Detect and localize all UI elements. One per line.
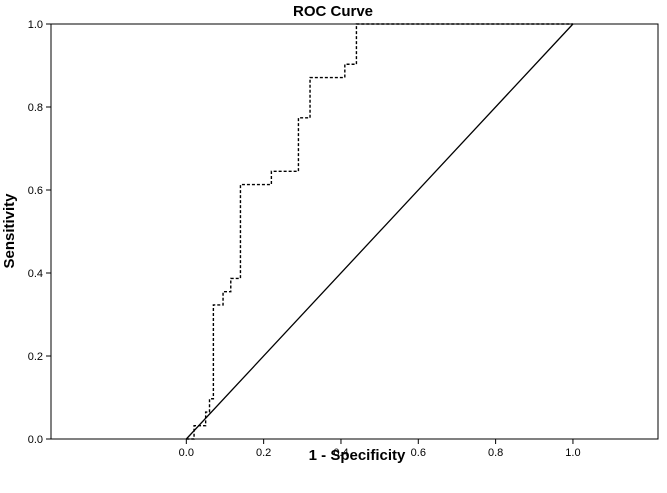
x-tick-label: 1.0 [565, 447, 580, 459]
x-axis-label: 1 - Specificity [309, 447, 406, 464]
x-tick-label: 0.2 [256, 447, 271, 459]
x-axis-ticks: 0.0 0.2 0.4 0.6 0.8 1.0 [179, 439, 581, 459]
roc-curve-line [186, 23, 573, 440]
y-tick-label: 0.8 [28, 102, 43, 114]
y-tick-label: 0.6 [28, 185, 43, 197]
plot-area-frame [50, 23, 659, 440]
curve-layer [185, 23, 574, 440]
y-tick-label: 0.0 [28, 434, 43, 446]
y-axis-label: Sensitivity [1, 193, 18, 269]
x-tick-label: 0.6 [411, 447, 426, 459]
x-tick-label: 0.0 [179, 447, 194, 459]
y-tick-label: 0.2 [28, 351, 43, 363]
chart-title: ROC Curve [293, 3, 373, 20]
y-tick-label: 0.4 [28, 268, 43, 280]
reference-diagonal-line [185, 23, 574, 440]
x-tick-label: 0.4 [333, 447, 348, 459]
y-axis-ticks: 0.0 0.2 0.4 0.6 0.8 1.0 [28, 19, 51, 446]
x-tick-label: 0.8 [488, 447, 503, 459]
y-tick-label: 1.0 [28, 19, 43, 31]
